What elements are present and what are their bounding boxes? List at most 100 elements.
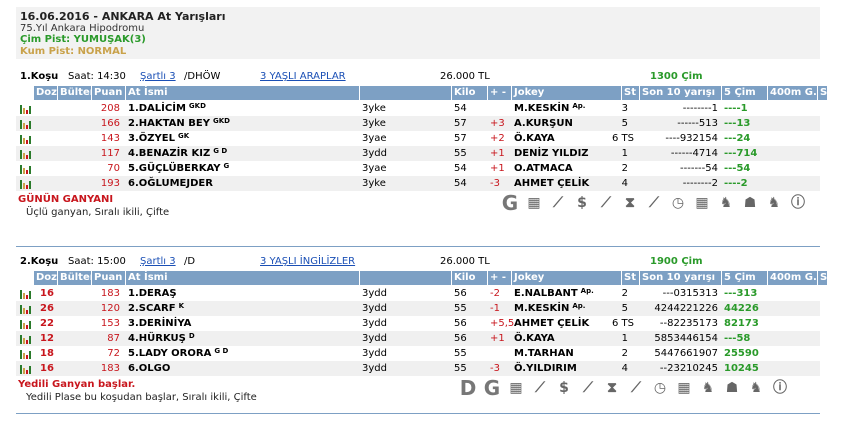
column-header[interactable]: Dozaj: [34, 271, 58, 285]
info-icon[interactable]: ⓘ: [773, 380, 787, 396]
column-header[interactable]: 400m G.: [768, 271, 818, 285]
horse-name[interactable]: 2.HAKTAN BEY GKD: [128, 116, 230, 131]
odds-icon[interactable]: ⟋: [583, 380, 593, 396]
table-row[interactable]: 16 183 6.OLGO 3ydd 55 -3 Ö.YILDIRIM 4 --23210245…: [16, 361, 820, 376]
hourglass-icon[interactable]: ⧗: [625, 195, 635, 211]
form-chart-icon[interactable]: [20, 133, 32, 144]
trend-icon[interactable]: ⟋: [553, 195, 563, 211]
race-condition-link[interactable]: Şartlı 3: [140, 256, 176, 267]
table-icon[interactable]: ▦: [695, 195, 709, 211]
jockey-name[interactable]: M.KESKİN Ap.: [514, 301, 585, 316]
jockey-icon[interactable]: ♞: [767, 195, 781, 211]
table-row[interactable]: 70 5.GÜÇLÜBERKAY G 3yae 54 +1 O.ATMACA 2 -------…: [16, 161, 820, 176]
column-header[interactable]: + -: [488, 86, 512, 100]
odds-icon[interactable]: ⟋: [601, 195, 611, 211]
jockey-name[interactable]: M.KESKİN Ap.: [514, 101, 585, 116]
table-icon[interactable]: ▦: [677, 380, 691, 396]
horse-icon[interactable]: ♞: [719, 195, 733, 211]
table-row[interactable]: 16 183 1.DERAŞ 3ydd 56 -2 E.NALBANT Ap. 2 ---0315…: [16, 286, 820, 301]
column-header[interactable]: Kilo: [452, 271, 488, 285]
calculator-icon[interactable]: ▦: [509, 380, 523, 396]
column-header[interactable]: Puan: [92, 86, 126, 100]
table-row[interactable]: 12 87 4.HÜRKUŞ D 3ydd 56 +1 Ö.KAYA 1 5853446154 --…: [16, 331, 820, 346]
line-chart-icon[interactable]: ⟋: [631, 380, 641, 396]
info-icon[interactable]: ⓘ: [791, 195, 805, 211]
jockey-name[interactable]: AHMET ÇELİK: [514, 176, 589, 191]
horse-name[interactable]: 3.ÖZYEL GK: [128, 131, 189, 146]
column-header[interactable]: St: [622, 86, 640, 100]
jockey-name[interactable]: Ö.YILDIRIM: [514, 361, 577, 376]
table-row[interactable]: 193 6.OĞLUMEJDER 3yke 54 -3 AHMET ÇELİK 4 -----…: [16, 176, 820, 191]
form-chart-icon[interactable]: [20, 118, 32, 129]
jockey-name[interactable]: A.KURŞUN: [514, 116, 573, 131]
horse-name[interactable]: 3.DERİNİYA: [128, 316, 191, 331]
stopwatch-icon[interactable]: ◷: [671, 195, 685, 211]
form-chart-icon[interactable]: [20, 318, 32, 329]
hourglass-icon[interactable]: ⧗: [607, 380, 617, 396]
trend-icon[interactable]: ⟋: [535, 380, 545, 396]
horse-name[interactable]: 4.HÜRKUŞ D: [128, 331, 195, 346]
column-header[interactable]: At İsmi: [126, 271, 360, 285]
column-header[interactable]: [360, 271, 452, 285]
jockey-name[interactable]: O.ATMACA: [514, 161, 573, 176]
dollar-icon[interactable]: $: [559, 380, 569, 396]
form-chart-icon[interactable]: [20, 178, 32, 189]
stopwatch-icon[interactable]: ◷: [653, 380, 667, 396]
form-chart-icon[interactable]: [20, 333, 32, 344]
jockey-name[interactable]: Ö.KAYA: [514, 131, 555, 146]
g-letter-icon[interactable]: G: [483, 376, 501, 400]
form-chart-icon[interactable]: [20, 303, 32, 314]
table-row[interactable]: 18 72 5.LADY ORORA G D 3ydd 55 M.TARHAN 2 544766…: [16, 346, 820, 361]
dollar-icon[interactable]: $: [577, 195, 587, 211]
column-header[interactable]: 400m G.: [768, 86, 818, 100]
table-row[interactable]: 143 3.ÖZYEL GK 3yae 57 +2 Ö.KAYA 6 TS ----932154…: [16, 131, 820, 146]
column-header[interactable]: Puan: [92, 271, 126, 285]
horse-name[interactable]: 5.GÜÇLÜBERKAY G: [128, 161, 229, 176]
column-header[interactable]: Jokey: [512, 271, 622, 285]
jockey-icon[interactable]: ♞: [749, 380, 763, 396]
column-header[interactable]: 5 Çim: [722, 271, 768, 285]
column-header[interactable]: Kilo: [452, 86, 488, 100]
jockey-name[interactable]: Ö.KAYA: [514, 331, 555, 346]
g-letter-icon[interactable]: G: [501, 191, 519, 215]
horse-name[interactable]: 6.OLGO: [128, 361, 170, 376]
form-chart-icon[interactable]: [20, 103, 32, 114]
owners-icon[interactable]: ☗: [725, 380, 739, 396]
column-header[interactable]: Jokey: [512, 86, 622, 100]
table-row[interactable]: 208 1.DALİCİM GKD 3yke 54 M.KESKİN Ap. 3 -------…: [16, 101, 820, 116]
column-header[interactable]: Son 10 yarışı: [640, 271, 722, 285]
form-chart-icon[interactable]: [20, 363, 32, 374]
horse-icon[interactable]: ♞: [701, 380, 715, 396]
column-header[interactable]: At İsmi: [126, 86, 360, 100]
column-header[interactable]: S: [818, 86, 828, 100]
owners-icon[interactable]: ☗: [743, 195, 757, 211]
table-row[interactable]: 166 2.HAKTAN BEY GKD 3yke 57 +3 A.KURŞUN 5 -----…: [16, 116, 820, 131]
column-header[interactable]: Dozaj: [34, 86, 58, 100]
column-header[interactable]: 5 Çim: [722, 86, 768, 100]
jockey-name[interactable]: M.TARHAN: [514, 346, 574, 361]
column-header[interactable]: [360, 86, 452, 100]
jockey-name[interactable]: DENİZ YILDIZ: [514, 146, 589, 161]
column-header[interactable]: Bülten: [58, 86, 92, 100]
horse-name[interactable]: 4.BENAZİR KIZ G D: [128, 146, 227, 161]
form-chart-icon[interactable]: [20, 148, 32, 159]
column-header[interactable]: Bülten: [58, 271, 92, 285]
horse-name[interactable]: 2.SCARF K: [128, 301, 184, 316]
table-row[interactable]: 117 4.BENAZİR KIZ G D 3ydd 55 +1 DENİZ YILDIZ 1…: [16, 146, 820, 161]
horse-name[interactable]: 1.DERAŞ: [128, 286, 177, 301]
form-chart-icon[interactable]: [20, 288, 32, 299]
form-chart-icon[interactable]: [20, 163, 32, 174]
horse-name[interactable]: 1.DALİCİM GKD: [128, 101, 206, 116]
race-condition-link[interactable]: Şartlı 3: [140, 71, 176, 82]
line-chart-icon[interactable]: ⟋: [649, 195, 659, 211]
table-row[interactable]: 22 153 3.DERİNİYA 3ydd 56 +5,5 AHMET ÇELİK 6 TS…: [16, 316, 820, 331]
horse-name[interactable]: 6.OĞLUMEJDER: [128, 176, 213, 191]
horse-name[interactable]: 5.LADY ORORA G D: [128, 346, 228, 361]
table-row[interactable]: 26 120 2.SCARF K 3ydd 55 -1 M.KESKİN Ap. 5 4244221…: [16, 301, 820, 316]
column-header[interactable]: S: [818, 271, 828, 285]
column-header[interactable]: + -: [488, 271, 512, 285]
race-type-link[interactable]: 3 YAŞLI ARAPLAR: [260, 71, 346, 82]
column-header[interactable]: St: [622, 271, 640, 285]
column-header[interactable]: Son 10 yarışı: [640, 86, 722, 100]
jockey-name[interactable]: E.NALBANT Ap.: [514, 286, 594, 301]
